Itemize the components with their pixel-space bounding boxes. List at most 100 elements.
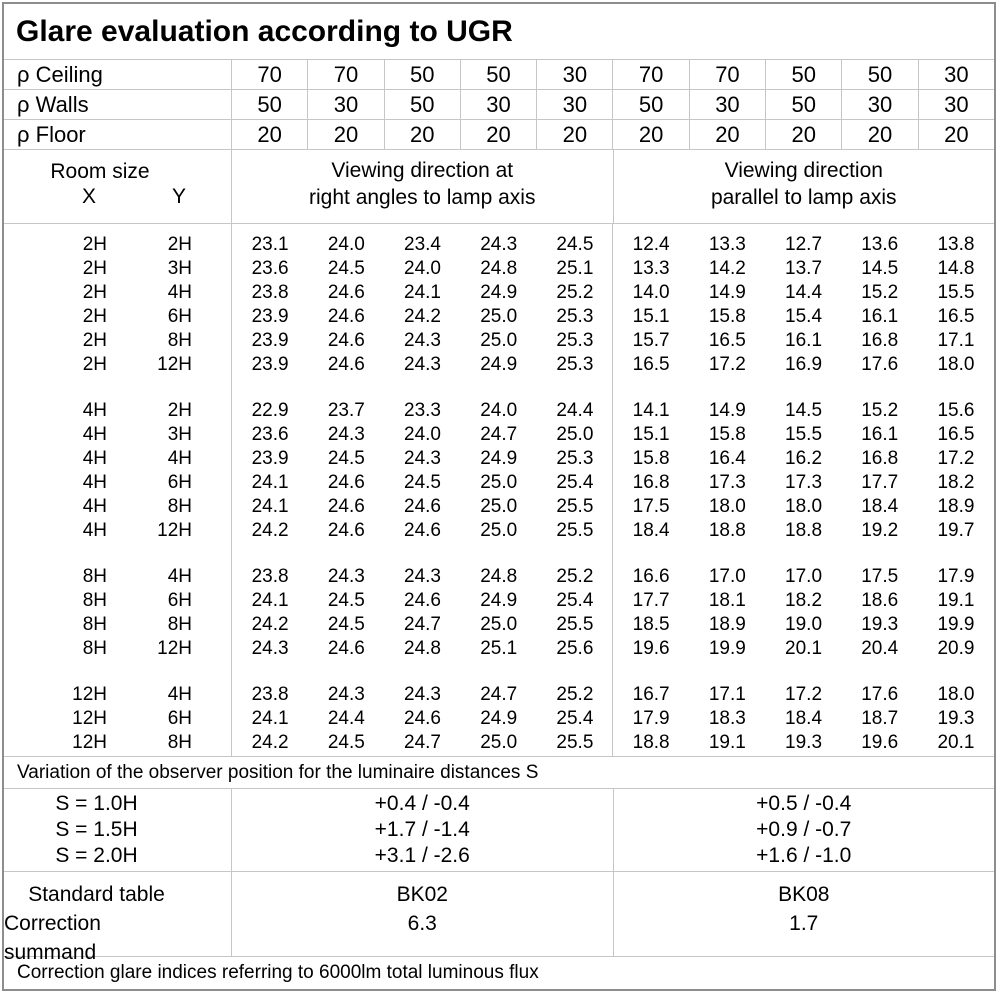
ugr-value: 24.6 — [327, 306, 365, 327]
ugr-value: 24.6 — [327, 282, 365, 303]
ugr-value: 19.9 — [937, 614, 975, 635]
ugr-value: 22.9 — [251, 400, 289, 421]
reflectance-value: 30 — [537, 60, 614, 89]
ugr-value: 25.2 — [556, 282, 594, 303]
room-size-label: Room size — [50, 160, 150, 183]
ugr-value: 17.9 — [937, 566, 975, 587]
ugr-value: 18.8 — [708, 520, 746, 541]
ugr-value: 17.2 — [708, 354, 746, 375]
viewing-right-angle-line2: right angles to lamp axis — [309, 186, 536, 209]
ugr-value: 19.7 — [937, 520, 975, 541]
table-row: 12H 4H 23.8 24.3 24.3 24.7 25.2 16.7 17.1 17.2 17.… — [4, 683, 994, 707]
reflectance-value: 30 — [944, 61, 969, 87]
ugr-value: 24.0 — [404, 258, 441, 279]
room-x-value: 12H — [72, 732, 107, 753]
s-correction-value: +3.1 / -2.6 — [374, 844, 470, 867]
room-x-value: 4H — [82, 448, 107, 469]
ugr-value: 13.8 — [937, 234, 975, 255]
ugr-value: 16.5 — [632, 354, 670, 375]
ugr-value: 16.6 — [632, 566, 670, 587]
ugr-value: 25.2 — [556, 684, 594, 705]
ugr-value: 18.4 — [632, 520, 670, 541]
ugr-value: 12.7 — [785, 234, 823, 255]
ugr-value: 14.5 — [785, 400, 823, 421]
ugr-value: 24.9 — [480, 354, 518, 375]
ugr-value: 16.4 — [708, 448, 746, 469]
ugr-value: 18.5 — [632, 614, 670, 635]
ugr-value: 18.9 — [708, 614, 746, 635]
ugr-value: 20.1 — [785, 638, 823, 659]
correction-summand-label: Correction summand — [4, 912, 101, 964]
s-distance-label: S = 1.0H — [55, 792, 138, 815]
ugr-value: 18.0 — [937, 684, 975, 705]
ugr-value: 24.8 — [480, 566, 518, 587]
ugr-value: 25.6 — [556, 638, 594, 659]
ugr-value: 23.7 — [327, 400, 365, 421]
room-x-value: 8H — [82, 638, 107, 659]
ugr-value: 16.8 — [861, 448, 899, 469]
room-x-value: 8H — [82, 566, 107, 587]
ugr-value: 17.1 — [937, 330, 975, 351]
room-x-value: 4H — [82, 520, 107, 541]
reflectance-value: 30 — [944, 91, 969, 117]
ugr-value: 25.1 — [480, 638, 518, 659]
reflectance-value: 20 — [232, 120, 309, 149]
table-row: 4H 12H 24.2 24.6 24.6 25.0 25.5 18.4 18.8 18.8 19.… — [4, 519, 994, 543]
ugr-value: 12.4 — [632, 234, 670, 255]
ugr-value: 25.5 — [556, 496, 594, 517]
room-size-header: Room size X Y — [4, 150, 232, 223]
reflectance-floor-label: ρ Floor — [4, 120, 232, 149]
ugr-value: 18.0 — [937, 354, 975, 375]
ugr-value: 20.4 — [861, 638, 899, 659]
ugr-value: 19.2 — [861, 520, 899, 541]
reflectance-value: 50 — [232, 90, 309, 119]
ugr-value: 24.6 — [404, 590, 441, 611]
reflectance-value: 70 — [232, 60, 309, 89]
ugr-value: 23.9 — [251, 306, 289, 327]
table-row: 4H 6H 24.1 24.6 24.5 25.0 25.4 16.8 17.3 17.3 17.7… — [4, 471, 994, 495]
ugr-value: 25.0 — [556, 424, 594, 445]
room-y-value: 2H — [167, 234, 192, 255]
s-correction-value: +1.7 / -1.4 — [374, 818, 470, 841]
viewing-right-angle-header: Viewing direction at right angles to lam… — [232, 150, 614, 223]
room-y-value: 8H — [167, 330, 192, 351]
ugr-value: 23.4 — [404, 234, 441, 255]
page-title: Glare evaluation according to UGR — [16, 14, 513, 48]
ugr-value: 15.2 — [861, 282, 899, 303]
room-y-value: 12H — [157, 638, 192, 659]
ugr-value: 19.6 — [861, 732, 899, 753]
ugr-value: 25.0 — [480, 520, 518, 541]
ugr-value: 15.8 — [632, 448, 670, 469]
viewing-parallel-header: Viewing direction parallel to lamp axis — [614, 150, 995, 223]
group-divider-line — [612, 224, 613, 756]
room-y-value: 3H — [167, 424, 192, 445]
room-y-value: 6H — [167, 708, 192, 729]
ugr-value: 18.8 — [632, 732, 670, 753]
ugr-value: 18.3 — [708, 708, 746, 729]
viewing-parallel-line1: Viewing direction — [724, 159, 883, 182]
ugr-value: 25.3 — [556, 330, 594, 351]
ugr-value: 18.8 — [785, 520, 823, 541]
correction-summand-value: 1.7 — [789, 912, 819, 935]
s-distance-labels: S = 1.0H S = 1.5H S = 2.0H — [4, 789, 232, 871]
x-column-header: X — [81, 185, 96, 208]
ugr-value: 19.1 — [708, 732, 746, 753]
table-row: 8H 4H 23.8 24.3 24.3 24.8 25.2 16.6 17.0 17.0 17.5… — [4, 565, 994, 589]
reflectance-value: 50 — [613, 90, 690, 119]
ugr-value: 16.5 — [937, 424, 975, 445]
ugr-value: 25.0 — [480, 306, 518, 327]
ugr-value: 17.5 — [632, 496, 670, 517]
s-correction-parallel: +0.5 / -0.4 +0.9 / -0.7 +1.6 / -1.0 — [614, 789, 995, 871]
standard-table-label: Standard table — [28, 883, 165, 906]
reflectance-value: 70 — [308, 60, 385, 89]
y-column-header: Y — [171, 185, 186, 208]
title-row: Glare evaluation according to UGR — [4, 4, 994, 60]
room-y-value: 8H — [167, 614, 192, 635]
table-row: 2H 6H 23.9 24.6 24.2 25.0 25.3 15.1 15.8 15.4 16.1… — [4, 305, 994, 329]
room-y-value: 12H — [157, 354, 192, 375]
table-row: 2H 2H 23.1 24.0 23.4 24.3 24.5 12.4 13.3 12.7 13.6… — [4, 233, 994, 257]
ugr-value: 19.0 — [785, 614, 823, 635]
room-y-value: 4H — [167, 282, 192, 303]
room-x-value: 8H — [82, 590, 107, 611]
ugr-value: 24.2 — [251, 614, 289, 635]
